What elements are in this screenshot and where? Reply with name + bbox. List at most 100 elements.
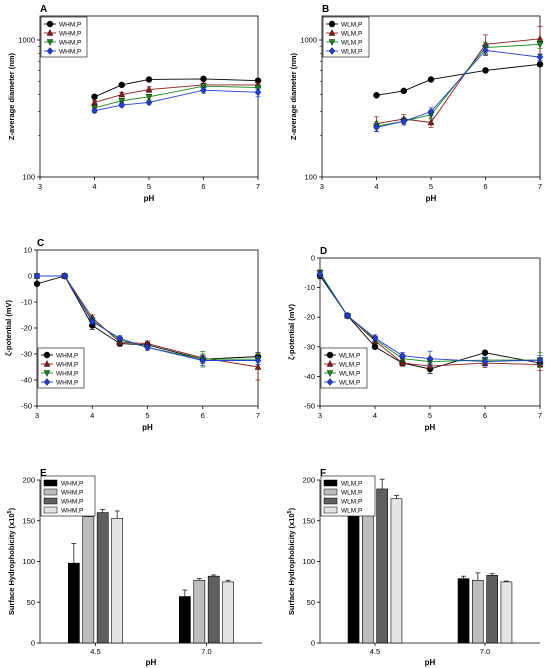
data-point <box>427 118 435 126</box>
legend-label: WLM,P <box>341 508 362 515</box>
y-tick-label: -30 <box>21 350 32 359</box>
series-3 <box>316 270 544 367</box>
bar <box>390 498 403 644</box>
x-tick-label: 7 <box>256 182 260 191</box>
line-chart-C: 3 4 5 6 7 -50 -40 -30 -20 -10 0 10 pH ζ-potential (mV… <box>4 246 262 432</box>
data-point <box>371 334 379 342</box>
legend-marker <box>326 378 334 386</box>
y-tick-label: -30 <box>304 342 315 351</box>
data-point <box>400 87 407 95</box>
panel-label: B <box>322 4 329 15</box>
y-tick-label: -20 <box>21 324 32 333</box>
x-axis-label: pH <box>146 658 157 667</box>
x-tick-label: 6 <box>483 182 487 191</box>
x-tick-label: 7.0 <box>201 647 211 656</box>
bar <box>362 494 374 644</box>
x-tick-label: 4 <box>373 411 377 420</box>
bar <box>82 516 95 644</box>
legend-label: WLM,P <box>341 22 362 29</box>
x-tick-label: 3 <box>320 182 324 191</box>
legend-swatch <box>323 479 338 487</box>
data-point <box>118 90 126 98</box>
data-point <box>373 92 380 99</box>
legend-label: WLM,P <box>341 481 362 488</box>
bar <box>68 562 80 644</box>
x-tick-label: 4 <box>374 182 378 191</box>
bar <box>486 575 498 644</box>
legend-marker <box>328 20 336 28</box>
legend-label: WHM,P <box>61 481 83 488</box>
y-tick-label: 0 <box>311 254 315 263</box>
data-point <box>254 356 262 365</box>
legend-label: WHM,P <box>61 499 83 506</box>
data-point <box>536 53 544 61</box>
data-point <box>373 123 380 132</box>
y-tick-label: 10 <box>24 246 32 255</box>
x-tick-label: 7 <box>538 411 542 420</box>
x-tick-label: 4 <box>90 411 94 420</box>
panel-label: E <box>40 468 47 479</box>
x-tick-label: 3 <box>35 411 39 420</box>
bar-chart-E: 0 50 100 150 200 4.5 7.0 pH Surface Hydrophobici… <box>7 476 262 667</box>
y-tick-label: 50 <box>307 598 315 607</box>
bar <box>111 518 123 644</box>
bar-chart-F: 0 50 100 150 200 4.5 7.0 pH Surface Hydrophobici… <box>287 476 540 667</box>
y-axis-label-tail: ) <box>287 507 296 510</box>
legend-swatch <box>43 479 58 487</box>
bar <box>376 488 388 644</box>
y-tick-label: -50 <box>304 402 315 411</box>
series-line <box>376 43 541 127</box>
y-axis-label: ζ-potential (mV) <box>287 304 296 360</box>
x-tick-label: 7.0 <box>480 647 490 656</box>
legend-label: WLM,P <box>339 371 360 378</box>
legend-label: WHM,P <box>59 31 81 38</box>
data-point <box>536 356 544 364</box>
x-axis-label: pH <box>426 194 437 203</box>
data-point <box>254 88 262 97</box>
series-2 <box>91 83 262 112</box>
data-point <box>145 76 153 83</box>
bar <box>472 579 484 644</box>
legend-label: WLM,P <box>341 31 362 38</box>
data-point <box>427 76 435 83</box>
data-point <box>400 117 408 126</box>
legend-label: WHM,P <box>59 40 81 47</box>
y-tick-label: -50 <box>21 402 32 411</box>
data-point <box>145 94 153 101</box>
data-point <box>344 311 351 320</box>
y-tick-label: 100 <box>22 557 35 566</box>
data-point <box>200 86 207 95</box>
legend: WLM,P WLM,P WLM,P WLM,P <box>320 347 368 389</box>
y-axis-label: Z-average diameter (nm) <box>289 52 298 140</box>
legend-swatch <box>323 506 338 514</box>
x-tick-label: 5 <box>429 182 433 191</box>
legend-label: WHM,P <box>61 508 83 515</box>
y-tick-label: 100 <box>22 173 35 182</box>
data-point <box>399 351 406 360</box>
y-axis-label-superscript: 5 <box>287 510 293 513</box>
bar <box>347 500 360 644</box>
data-point <box>536 61 544 68</box>
data-point <box>91 106 98 115</box>
legend-swatch <box>323 497 338 505</box>
legend-marker <box>46 39 54 46</box>
data-point <box>118 81 125 89</box>
data-point <box>481 349 489 356</box>
bar <box>96 512 109 644</box>
legend-label: WHM,P <box>59 22 81 29</box>
data-point <box>88 317 96 326</box>
x-tick-label: 5 <box>147 182 151 191</box>
y-tick-label: 200 <box>22 476 35 485</box>
y-tick-label: 150 <box>22 516 35 525</box>
y-tick-label: 100 <box>302 557 315 566</box>
data-point <box>118 101 126 109</box>
legend-swatch <box>43 506 58 514</box>
x-tick-label: 3 <box>38 182 42 191</box>
y-tick-label: 1000 <box>300 36 317 45</box>
bar <box>179 596 191 644</box>
data-point <box>145 85 153 93</box>
y-axis-label-superscript: 5 <box>7 510 13 513</box>
data-point <box>427 107 435 116</box>
x-tick-label: 5 <box>145 411 149 420</box>
